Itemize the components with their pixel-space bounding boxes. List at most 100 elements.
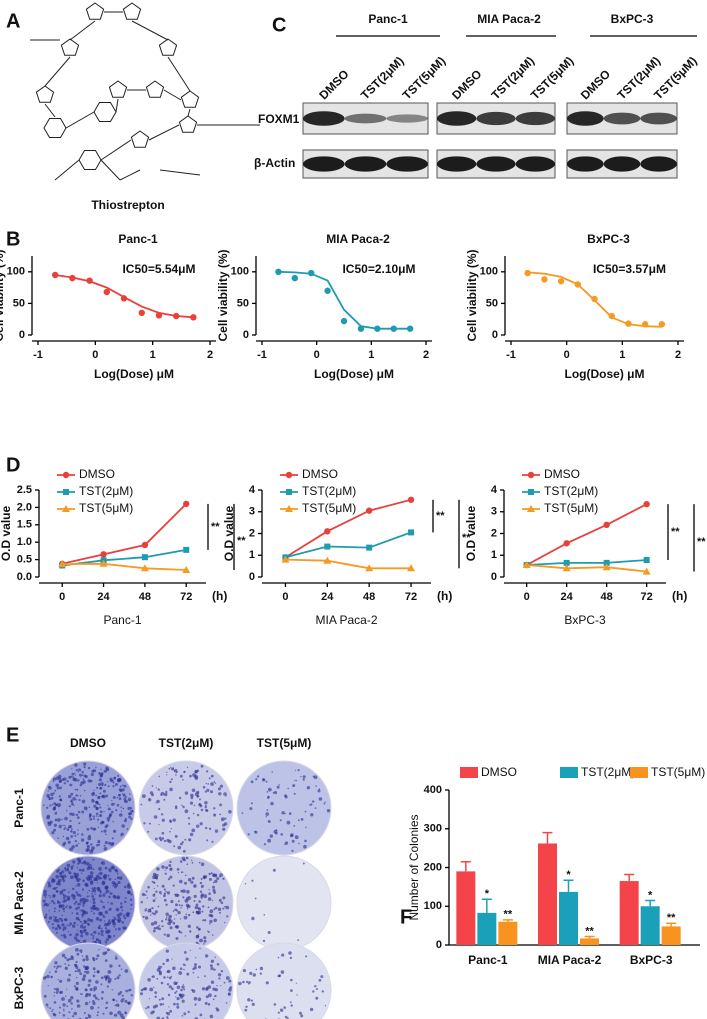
bar xyxy=(456,871,476,945)
colony-dot xyxy=(170,975,173,978)
colony-dot xyxy=(103,844,106,847)
colony-dot xyxy=(174,769,178,773)
error-bar xyxy=(666,922,677,927)
colony-dot xyxy=(60,874,64,878)
colony-dot xyxy=(214,829,219,833)
colony-dot xyxy=(194,963,197,967)
colony-dot xyxy=(92,941,94,943)
marker xyxy=(522,561,531,569)
series-line xyxy=(62,549,187,567)
colony-dot xyxy=(246,980,249,984)
colony-dot xyxy=(314,807,317,809)
colony-dot xyxy=(262,939,266,943)
colony-dot xyxy=(175,990,178,993)
colony-dot xyxy=(101,990,104,994)
colony-dot xyxy=(97,815,99,817)
colony-dot xyxy=(205,995,209,999)
colony-dot xyxy=(81,955,84,957)
colony-dot xyxy=(114,776,116,779)
colony-dot xyxy=(63,1008,65,1011)
colony-dot xyxy=(44,896,47,899)
colony-dot xyxy=(45,1003,49,1007)
colony-dot xyxy=(85,931,89,936)
colony-dot xyxy=(99,918,103,922)
colony-dot xyxy=(47,1006,49,1008)
colony-dot xyxy=(92,889,97,893)
colony-dot xyxy=(117,920,121,923)
colony-dot xyxy=(58,910,61,912)
ring xyxy=(78,150,102,170)
colony-dot xyxy=(92,935,95,937)
colony-dot xyxy=(61,889,64,892)
blot-band xyxy=(476,156,516,172)
colony-dot xyxy=(244,883,247,885)
colony-dot xyxy=(98,894,102,898)
blot-lane-label: DMSO xyxy=(316,67,351,102)
colony-dot xyxy=(291,849,294,853)
colony-dot xyxy=(97,841,99,844)
colony-dot xyxy=(107,781,109,783)
colony-dot xyxy=(89,901,92,903)
colony-dot xyxy=(188,838,192,842)
colony-dot xyxy=(324,1005,327,1007)
colony-dot xyxy=(306,786,311,790)
colony-dot xyxy=(277,956,280,959)
colony-dot xyxy=(54,812,58,815)
colony-dot xyxy=(100,976,104,980)
significance-label: ** xyxy=(504,909,513,921)
colony-dot xyxy=(84,911,89,915)
colony-dot xyxy=(183,1012,187,1016)
y-axis-label: O.D value xyxy=(0,506,13,562)
x-tick-label: 24 xyxy=(97,591,110,603)
colony-dot xyxy=(48,971,51,974)
colony-dot xyxy=(90,772,94,777)
y-tick-label: 100 xyxy=(7,266,25,278)
colony-dot xyxy=(130,994,133,997)
colony-dot xyxy=(156,977,159,980)
colony-dot xyxy=(120,999,124,1003)
colony-dot xyxy=(193,884,197,888)
x-tick-label: 72 xyxy=(641,591,653,603)
colony-dot xyxy=(165,918,167,921)
colony-dot xyxy=(91,846,95,850)
colony-dot xyxy=(104,885,109,890)
colony-dot xyxy=(66,958,70,962)
colony-dot xyxy=(112,779,114,782)
y-tick-label: 0 xyxy=(491,571,497,583)
colony-dot xyxy=(78,842,80,845)
colony-dot xyxy=(81,913,85,917)
colony-dot xyxy=(223,981,226,984)
colony-dot xyxy=(64,956,67,959)
colony-dot xyxy=(102,875,106,879)
colony-dot xyxy=(156,799,160,804)
legend-marker xyxy=(286,489,292,495)
colony-dot xyxy=(206,839,209,842)
colony-dot xyxy=(109,964,113,968)
blot-band xyxy=(303,156,345,172)
colony-dot xyxy=(278,974,282,978)
colony-dot xyxy=(205,826,208,830)
colony-dot xyxy=(210,959,215,963)
x-tick-label: 1 xyxy=(619,349,625,361)
colony-dot xyxy=(97,818,100,821)
colony-dot xyxy=(256,775,260,778)
colony-dot xyxy=(169,860,172,864)
colony-dot xyxy=(326,809,331,813)
significance-label: ** xyxy=(671,526,680,538)
colony-dot xyxy=(199,947,201,950)
x-tick-label: -1 xyxy=(257,349,267,361)
colony-dot xyxy=(187,817,190,820)
colony-dot xyxy=(89,779,93,783)
x-tick-label: 2 xyxy=(423,349,429,361)
colony-dot xyxy=(97,826,100,828)
colony-dot xyxy=(176,1005,180,1009)
colony-dot xyxy=(127,884,130,887)
colony-dot xyxy=(59,786,62,790)
y-tick-label: 0.5 xyxy=(17,554,32,566)
colony-dot xyxy=(219,803,223,807)
colony-dot xyxy=(125,989,129,993)
colony-dot xyxy=(200,808,204,812)
colony-dot xyxy=(210,790,213,794)
colony-dot xyxy=(179,967,183,970)
colony-dot xyxy=(75,933,79,937)
